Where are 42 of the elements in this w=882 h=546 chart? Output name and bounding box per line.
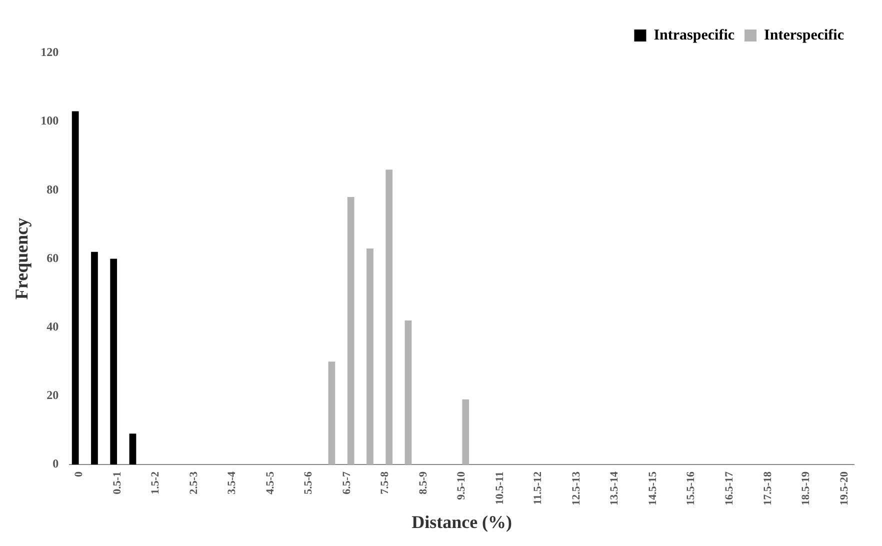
bar: [129, 434, 136, 464]
x-tick-label: 3.5-4: [226, 470, 238, 494]
x-tick-label: 2.5-3: [188, 470, 200, 494]
x-tick-label: 11.5-12: [532, 470, 544, 505]
bar: [386, 170, 393, 464]
x-tick-label: 9.5-10: [456, 470, 468, 500]
legend-label: Intraspecific: [654, 27, 735, 44]
bar: [91, 252, 98, 464]
x-tick-label: 12.5-13: [570, 470, 582, 506]
x-tick-label: 1.5-2: [150, 470, 162, 494]
x-tick-label: 15.5-16: [685, 470, 698, 506]
y-axis-title: Frequency: [11, 218, 32, 300]
x-tick-label: 0: [73, 470, 86, 477]
bar: [462, 399, 470, 464]
x-tick-label: 10.5-11: [494, 471, 506, 505]
y-tick-label: 120: [40, 45, 59, 60]
bar: [72, 111, 79, 464]
x-tick-label: 16.5-17: [723, 470, 736, 506]
x-tick-label: 19.5-20: [838, 470, 850, 506]
y-tick-label: 40: [46, 319, 59, 334]
x-tick-label: 8.5-9: [417, 470, 430, 494]
x-tick-label: 14.5-15: [646, 470, 659, 506]
bar: [110, 258, 118, 464]
x-tick-label: 17.5-18: [762, 470, 774, 506]
x-tick-label: 6.5-7: [340, 470, 353, 494]
x-tick-label: 5.5-6: [302, 470, 315, 494]
y-tick-label: 60: [46, 250, 59, 265]
legend-label: Interspecific: [764, 27, 844, 44]
x-tick-label: 13.5-14: [608, 470, 621, 506]
bar: [366, 248, 374, 464]
y-tick-label: 100: [40, 114, 59, 128]
y-tick-label: 20: [46, 388, 59, 402]
bar: [328, 362, 336, 464]
y-tick-label: 0: [52, 456, 59, 471]
x-tick-label: 18.5-19: [800, 470, 812, 506]
bar: [347, 197, 354, 464]
x-tick-label: 7.5-8: [379, 470, 392, 494]
bar: [404, 320, 412, 464]
x-tick-label: 0.5-1: [111, 471, 124, 494]
y-tick-label: 80: [46, 182, 59, 196]
x-tick-label: 4.5-5: [264, 470, 276, 494]
x-axis-title: Distance (%): [412, 512, 512, 532]
